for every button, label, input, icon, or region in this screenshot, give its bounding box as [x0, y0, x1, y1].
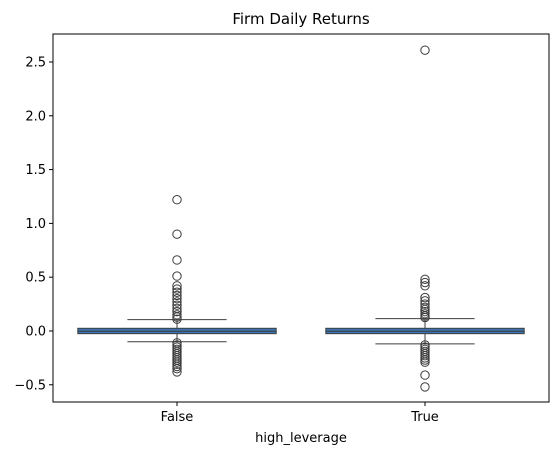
outlier-point: [172, 287, 182, 297]
outlier-point: [172, 297, 182, 307]
outlier-point: [420, 309, 430, 319]
outlier-point: [172, 294, 182, 304]
outlier-point: [172, 284, 182, 294]
y-tick-label: 1.0: [25, 217, 46, 232]
x-tick-label: True: [410, 410, 439, 425]
outlier-point: [172, 310, 182, 320]
y-tick-label: 0.0: [25, 324, 46, 339]
outlier-point: [172, 363, 182, 374]
y-tick-label: 1.5: [25, 163, 46, 178]
y-tick-label: 0.5: [25, 271, 46, 286]
outlier-point: [172, 229, 182, 239]
x-axis-label: high_leverage: [255, 431, 347, 446]
x-tick-label: False: [161, 410, 194, 425]
outlier-point: [172, 359, 182, 370]
y-tick-label: 2.5: [25, 55, 46, 70]
outlier-point: [172, 361, 182, 372]
chart-title: Firm Daily Returns: [232, 10, 369, 28]
outlier-point: [420, 306, 430, 317]
outlier-point: [172, 255, 182, 265]
outlier-point: [420, 353, 430, 363]
outlier-point: [420, 45, 430, 55]
outlier-point: [420, 277, 430, 288]
outlier-point: [172, 195, 182, 205]
y-tick-label: 2.0: [25, 109, 46, 124]
box-group-true: [325, 45, 525, 392]
outlier-point: [172, 357, 182, 367]
outlier-point: [172, 290, 182, 301]
outlier-point: [420, 351, 430, 361]
outlier-point: [172, 281, 182, 291]
outlier-point: [172, 314, 182, 324]
outlier-point: [172, 306, 182, 317]
outlier-point: [420, 370, 430, 380]
outlier-point: [420, 292, 430, 303]
box-group-false: [77, 195, 277, 377]
outlier-point: [420, 281, 430, 291]
outlier-point: [420, 382, 430, 392]
outlier-point: [420, 274, 430, 285]
outlier-point: [420, 357, 430, 367]
y-tick-label: −0.5: [14, 378, 46, 393]
outlier-point: [420, 299, 430, 309]
outlier-point: [420, 312, 430, 323]
outlier-point: [172, 300, 182, 310]
outlier-point: [172, 271, 182, 281]
outlier-point: [172, 367, 182, 377]
plot-area: −0.5 0.0 0.5 1.0 1.5 2.0 2.5 False True: [14, 33, 550, 425]
plot-frame: [52, 33, 550, 403]
outlier-point: [172, 312, 182, 322]
outlier-point: [420, 355, 430, 365]
